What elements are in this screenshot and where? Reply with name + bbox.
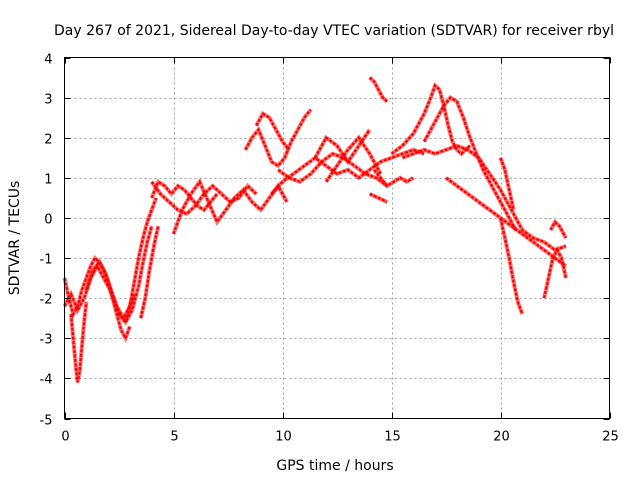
series-band-arc-18 [368, 192, 388, 204]
y-tick-labels: -5 -4 -3 -2 -1 0 1 2 3 4 [40, 53, 53, 429]
series-band-arc-1 [62, 254, 132, 344]
series-band-arc-26 [542, 245, 568, 299]
series-band-arc-10 [243, 108, 313, 169]
y-tick-label: 2 [44, 133, 52, 148]
series-band-arc-12 [270, 147, 425, 196]
y-tick-label: -2 [40, 293, 53, 308]
x-tick-label: 20 [493, 430, 510, 445]
series-band-arc-6 [138, 225, 161, 319]
series-band-arc-4 [84, 225, 154, 326]
x-axis-label: GPS time / hours [276, 458, 393, 474]
x-tick-labels: 0 5 10 15 20 25 [61, 430, 618, 445]
series-band-arc-20 [422, 94, 518, 231]
x-tick-label: 15 [384, 430, 401, 445]
axis-ticks [64, 57, 611, 420]
series-band-arc-25 [548, 218, 568, 239]
y-axis-label: SDTVAR / TECUs [7, 181, 23, 296]
series-band-arc-2 [69, 301, 89, 383]
y-tick-label: -3 [40, 333, 53, 348]
series-band-arc-23 [498, 217, 525, 315]
series-band-arc-5 [123, 197, 158, 323]
series-band-arc-9 [171, 177, 289, 235]
y-tick-label: 3 [44, 93, 52, 108]
series-band-arc-7 [149, 178, 219, 213]
grid-lines [64, 57, 610, 419]
series-band-arc-16 [368, 76, 389, 104]
series-arc-21 [402, 144, 567, 252]
series-band-arc-15 [324, 134, 383, 183]
series-band-arc-22 [444, 176, 568, 268]
series-band-arc-13 [276, 151, 389, 188]
series-band-arc-21 [401, 143, 567, 253]
series-band-arc-17 [372, 168, 415, 189]
x-tick-label: 5 [170, 430, 178, 445]
plot-frame [64, 57, 610, 419]
y-tick-label: 1 [44, 173, 52, 188]
x-tick-label: 10 [275, 430, 292, 445]
y-tick-label: 0 [44, 213, 52, 228]
x-tick-label: 0 [61, 430, 69, 445]
y-tick-label: 4 [44, 53, 52, 68]
series-band-arc-11 [254, 110, 291, 152]
series-band-arc-24 [498, 157, 516, 211]
series-band-arc-3 [62, 261, 137, 323]
y-tick-label: -5 [40, 414, 53, 429]
data-series [62, 76, 568, 383]
series-band-arc-19 [390, 82, 472, 157]
y-tick-label: -1 [40, 253, 53, 268]
chart-title: Day 267 of 2021, Sidereal Day-to-day VTE… [54, 23, 614, 39]
x-tick-label: 25 [602, 430, 619, 445]
y-tick-label: -4 [40, 373, 53, 388]
